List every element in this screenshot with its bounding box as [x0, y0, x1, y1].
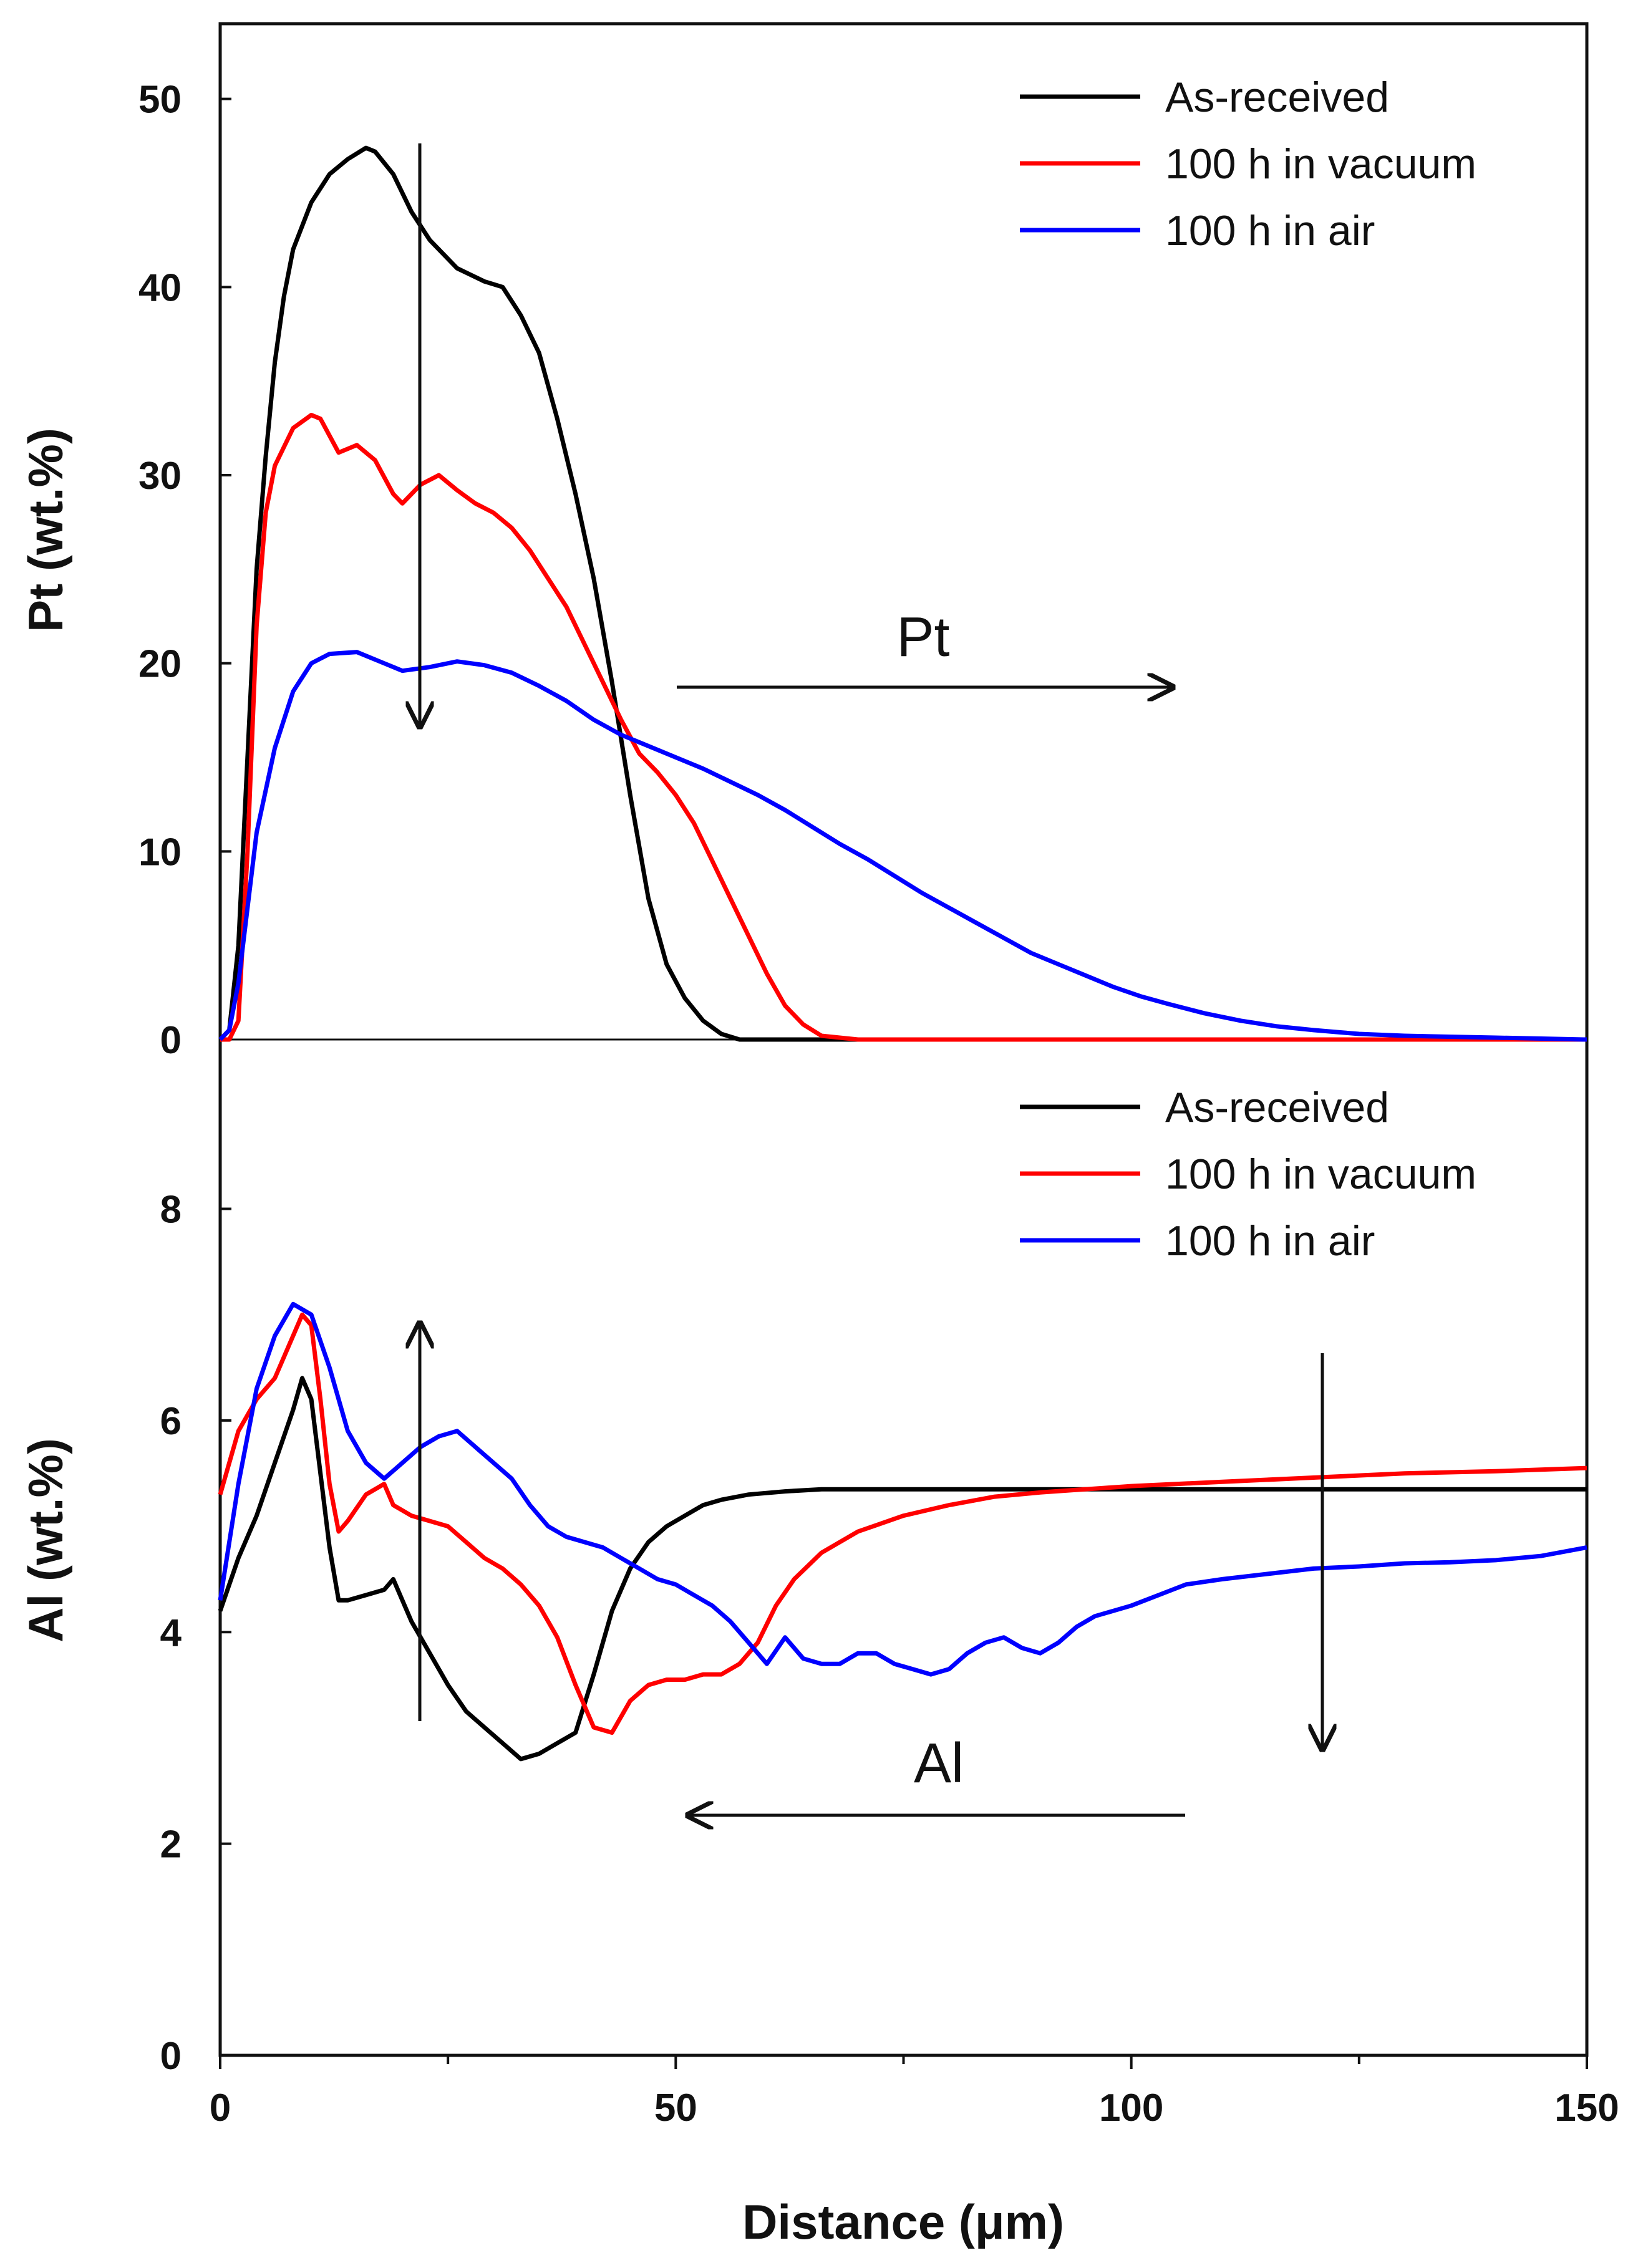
al-y-tick-label: 0: [160, 2035, 182, 2078]
al-series-as-received: [218, 1376, 1587, 1762]
pt-y-tick-label: 10: [138, 831, 182, 874]
x-tick-label: 150: [1554, 2087, 1619, 2130]
pt-legend-label: 100 h in air: [1165, 207, 1375, 254]
pt-axis-element: Pt: [18, 584, 73, 632]
x-tick-label: 100: [1099, 2087, 1163, 2130]
al-legend-label: 100 h in vacuum: [1165, 1151, 1476, 1198]
al-y-tick-label: 8: [160, 1189, 182, 1232]
al-legend-label: As-received: [1165, 1084, 1389, 1131]
x-axis-title: Distance (μm): [742, 2194, 1064, 2249]
pt-legend-label: 100 h in vacuum: [1165, 140, 1476, 188]
pt-series-100-h-in-vacuum: [220, 413, 1587, 1042]
pt-axis-title: Pt (wt.%): [18, 428, 73, 632]
x-tick-label: 0: [210, 2087, 231, 2130]
pt-panel: 0 10 20 30 40 50 As-received 100 h in vacuum 100…: [138, 74, 1587, 1062]
al-y-tick-label: 4: [160, 1611, 182, 1654]
al-y-tick-label: 2: [160, 1823, 182, 1866]
pt-y-tick-label: 30: [138, 455, 182, 498]
pt-series-100-h-in-air: [218, 650, 1587, 1042]
al-axis-unit: (wt.%): [18, 1438, 73, 1581]
al-annotation-label: Al: [914, 1732, 964, 1795]
pt-annotation-label: Pt: [896, 606, 949, 668]
al-series-100-h-in-vacuum: [218, 1312, 1587, 1735]
al-panel: 0 2 4 6 8 0 50 100 150 As-received 100 h in vacuum…: [160, 1084, 1619, 2130]
pt-y-tick-label: 40: [138, 266, 182, 309]
pt-legend-label: As-received: [1165, 74, 1389, 121]
pt-y-tick-label: 50: [138, 79, 182, 122]
al-y-tick-label: 6: [160, 1400, 182, 1443]
pt-series-as-received: [218, 145, 1587, 1042]
pt-y-tick-label: 0: [160, 1019, 182, 1062]
al-axis-element: Al: [18, 1594, 73, 1643]
al-series-100-h-in-air: [218, 1301, 1587, 1677]
al-legend-label: 100 h in air: [1165, 1217, 1375, 1265]
pt-y-tick-label: 20: [138, 643, 182, 686]
al-axis-title: Al (wt.%): [18, 1438, 73, 1643]
x-tick-label: 50: [654, 2087, 697, 2130]
pt-axis-unit: (wt.%): [18, 428, 73, 571]
